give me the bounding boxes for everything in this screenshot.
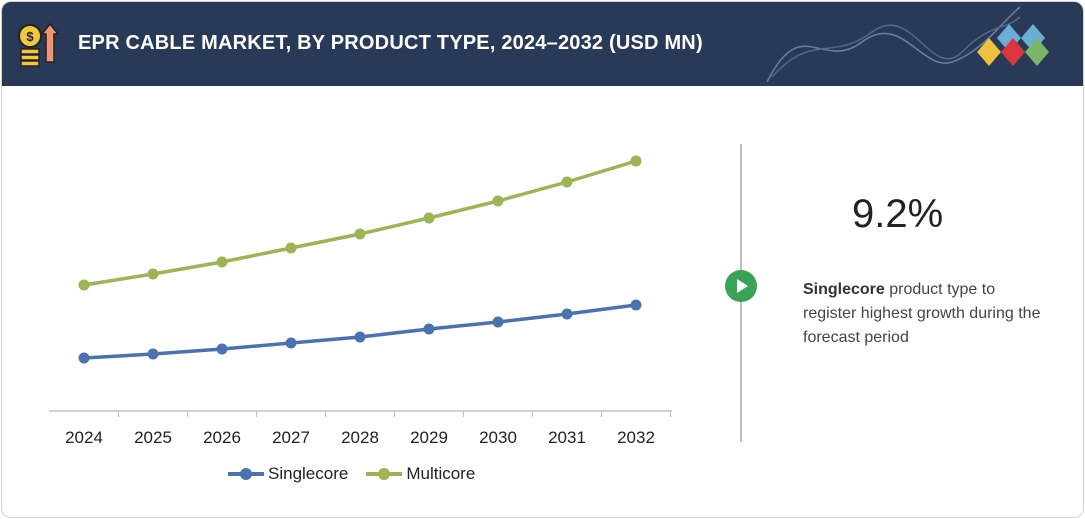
data-point-singlecore xyxy=(561,308,573,320)
diamond-logo xyxy=(977,24,1049,66)
data-point-multicore xyxy=(354,228,366,240)
legend-label: Multicore xyxy=(406,464,476,483)
legend-swatch xyxy=(366,468,403,480)
chart-title: EPR CABLE MARKET, BY PRODUCT TYPE, 2024–… xyxy=(78,32,703,54)
legend-item-multicore[interactable]: Multicore xyxy=(366,464,475,484)
header: $ EPR CABLE MARKET, BY PRODUCT TYPE, 202… xyxy=(2,2,1083,86)
legend-item-singlecore[interactable]: Singlecore xyxy=(228,464,348,484)
data-point-singlecore xyxy=(216,343,228,355)
legend-swatch xyxy=(228,468,264,480)
legend-label: Singlecore xyxy=(268,464,349,483)
data-point-multicore xyxy=(78,279,90,291)
data-point-singlecore xyxy=(147,348,159,360)
wave-decoration xyxy=(766,6,1021,83)
x-tick-label: 2026 xyxy=(203,428,241,447)
data-point-multicore xyxy=(630,155,642,167)
data-point-multicore xyxy=(561,176,573,188)
svg-text:$: $ xyxy=(26,29,34,44)
x-tick-label: 2032 xyxy=(617,428,655,447)
insight-body: product type to register highest growth … xyxy=(803,281,1041,346)
money-growth-icon: $ xyxy=(18,22,60,67)
data-point-singlecore xyxy=(285,337,297,349)
data-point-singlecore xyxy=(423,323,435,335)
data-point-singlecore xyxy=(630,299,642,311)
insight-highlight: Singlecore xyxy=(803,281,885,298)
data-point-multicore xyxy=(216,256,228,268)
x-tick-label: 2030 xyxy=(479,428,517,447)
legend: Singlecore Multicore xyxy=(228,464,475,484)
x-tick-label: 2024 xyxy=(65,428,103,447)
line-chart: 2024 2025 2026 2027 2028 2029 2030 2031 2032 xyxy=(49,155,672,447)
x-tick-label: 2025 xyxy=(134,428,172,447)
insight-text: Singlecore product type to register high… xyxy=(803,278,1043,350)
data-point-singlecore xyxy=(78,352,90,364)
x-tick-label: 2027 xyxy=(272,428,310,447)
data-point-multicore xyxy=(423,212,435,224)
data-point-multicore xyxy=(147,268,159,280)
data-point-singlecore xyxy=(492,316,504,328)
x-tick-label: 2031 xyxy=(548,428,586,447)
growth-rate: 9.2% xyxy=(852,192,944,236)
data-point-singlecore xyxy=(354,331,366,343)
x-tick-label: 2028 xyxy=(341,428,379,447)
data-point-multicore xyxy=(492,195,504,207)
x-tick-label: 2029 xyxy=(410,428,448,447)
play-icon[interactable] xyxy=(725,270,757,302)
data-point-multicore xyxy=(285,242,297,254)
series-line-multicore xyxy=(83,159,637,287)
